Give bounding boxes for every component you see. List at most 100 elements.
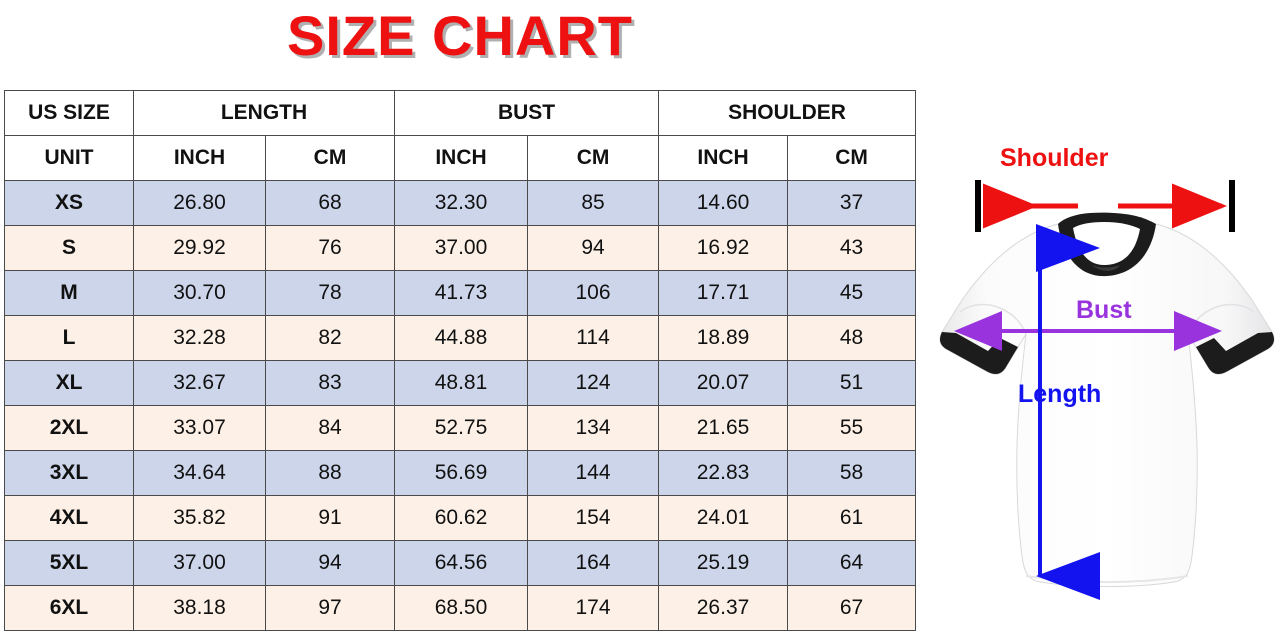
header-unit: UNIT (4, 135, 134, 181)
cell-bust-cm: 94 (527, 225, 660, 271)
cell-length-inch: 33.07 (133, 405, 266, 451)
cell-length-inch: 32.67 (133, 360, 266, 406)
shirt-body (939, 223, 1275, 587)
header-length-inch: INCH (133, 135, 266, 181)
cell-length-inch: 35.82 (133, 495, 266, 541)
cell-size: XS (4, 180, 134, 226)
header-shoulder-inch: INCH (658, 135, 789, 181)
cell-bust-inch: 37.00 (394, 225, 529, 271)
cell-shoulder-cm: 55 (787, 405, 917, 451)
table-group-header-row: US SIZE LENGTH BUST SHOULDER (4, 90, 917, 136)
cell-size: 4XL (4, 495, 134, 541)
header-shoulder: SHOULDER (658, 90, 917, 136)
table-row: M 30.70 78 41.73 106 17.71 45 (4, 270, 917, 316)
cell-shoulder-cm: 64 (787, 540, 917, 586)
cell-length-inch: 29.92 (133, 225, 266, 271)
cell-shoulder-cm: 51 (787, 360, 917, 406)
shoulder-label: Shoulder (1000, 144, 1109, 172)
cell-size: L (4, 315, 134, 361)
cell-length-cm: 83 (264, 360, 396, 406)
cell-bust-cm: 144 (527, 450, 660, 496)
header-us-size: US SIZE (4, 90, 134, 136)
page-title: SIZE CHART (287, 4, 633, 67)
cell-size: 5XL (4, 540, 134, 586)
header-bust-cm: CM (527, 135, 660, 181)
table-row: 4XL 35.82 91 60.62 154 24.01 61 (4, 495, 917, 541)
cell-size: S (4, 225, 134, 271)
cell-shoulder-cm: 37 (787, 180, 917, 226)
garment-measurement-diagram: Shoulder Bust Length (930, 128, 1280, 644)
header-bust: BUST (394, 90, 660, 136)
cell-bust-inch: 52.75 (394, 405, 529, 451)
cell-bust-inch: 41.73 (394, 270, 529, 316)
cell-length-cm: 91 (264, 495, 396, 541)
cell-length-cm: 94 (264, 540, 396, 586)
cell-bust-inch: 68.50 (394, 585, 529, 631)
bust-label: Bust (1076, 296, 1132, 324)
cell-size: XL (4, 360, 134, 406)
cell-shoulder-inch: 17.71 (658, 270, 789, 316)
cell-length-inch: 34.64 (133, 450, 266, 496)
cell-bust-cm: 85 (527, 180, 660, 226)
cell-bust-cm: 124 (527, 360, 660, 406)
cell-length-inch: 32.28 (133, 315, 266, 361)
cell-length-cm: 78 (264, 270, 396, 316)
table-row: L 32.28 82 44.88 114 18.89 48 (4, 315, 917, 361)
cell-bust-cm: 154 (527, 495, 660, 541)
cell-length-cm: 82 (264, 315, 396, 361)
table-row: XS 26.80 68 32.30 85 14.60 37 (4, 180, 917, 226)
cell-shoulder-inch: 20.07 (658, 360, 789, 406)
cell-bust-inch: 56.69 (394, 450, 529, 496)
cell-length-cm: 84 (264, 405, 396, 451)
cell-length-cm: 97 (264, 585, 396, 631)
cell-shoulder-cm: 45 (787, 270, 917, 316)
cell-size: 3XL (4, 450, 134, 496)
table-row: S 29.92 76 37.00 94 16.92 43 (4, 225, 917, 271)
collar-notch (1090, 264, 1120, 271)
cell-shoulder-inch: 16.92 (658, 225, 789, 271)
cell-shoulder-cm: 67 (787, 585, 917, 631)
cell-bust-inch: 32.30 (394, 180, 529, 226)
header-shoulder-cm: CM (787, 135, 917, 181)
cell-bust-inch: 48.81 (394, 360, 529, 406)
cell-shoulder-inch: 22.83 (658, 450, 789, 496)
cell-shoulder-inch: 26.37 (658, 585, 789, 631)
shirt-shape (939, 212, 1275, 587)
cell-size: M (4, 270, 134, 316)
header-length-cm: CM (264, 135, 396, 181)
size-chart-table: US SIZE LENGTH BUST SHOULDER UNIT INCH C… (4, 90, 917, 631)
cell-bust-cm: 174 (527, 585, 660, 631)
cell-length-cm: 68 (264, 180, 396, 226)
cell-bust-cm: 106 (527, 270, 660, 316)
cell-size: 6XL (4, 585, 134, 631)
table-row: 3XL 34.64 88 56.69 144 22.83 58 (4, 450, 917, 496)
cell-bust-inch: 60.62 (394, 495, 529, 541)
cell-shoulder-inch: 18.89 (658, 315, 789, 361)
cell-bust-inch: 44.88 (394, 315, 529, 361)
cell-shoulder-inch: 25.19 (658, 540, 789, 586)
table-row: 6XL 38.18 97 68.50 174 26.37 67 (4, 585, 917, 631)
cell-shoulder-inch: 21.65 (658, 405, 789, 451)
cell-bust-cm: 114 (527, 315, 660, 361)
cell-length-cm: 76 (264, 225, 396, 271)
cell-shoulder-cm: 61 (787, 495, 917, 541)
header-length: LENGTH (132, 90, 396, 136)
cell-length-inch: 37.00 (133, 540, 266, 586)
cell-bust-cm: 134 (527, 405, 660, 451)
cell-length-inch: 30.70 (133, 270, 266, 316)
table-row: 5XL 37.00 94 64.56 164 25.19 64 (4, 540, 917, 586)
cell-size: 2XL (4, 405, 134, 451)
header-bust-inch: INCH (394, 135, 529, 181)
cell-shoulder-cm: 43 (787, 225, 917, 271)
table-row: XL 32.67 83 48.81 124 20.07 51 (4, 360, 917, 406)
table-unit-header-row: UNIT INCH CM INCH CM INCH CM (4, 135, 917, 181)
cell-shoulder-cm: 58 (787, 450, 917, 496)
cell-shoulder-inch: 14.60 (658, 180, 789, 226)
cell-length-inch: 38.18 (133, 585, 266, 631)
cell-bust-inch: 64.56 (394, 540, 529, 586)
cell-shoulder-cm: 48 (787, 315, 917, 361)
shoulder-measure-annotation (975, 180, 1235, 232)
cell-length-cm: 88 (264, 450, 396, 496)
tshirt-illustration (939, 180, 1275, 600)
length-label: Length (1018, 380, 1102, 408)
